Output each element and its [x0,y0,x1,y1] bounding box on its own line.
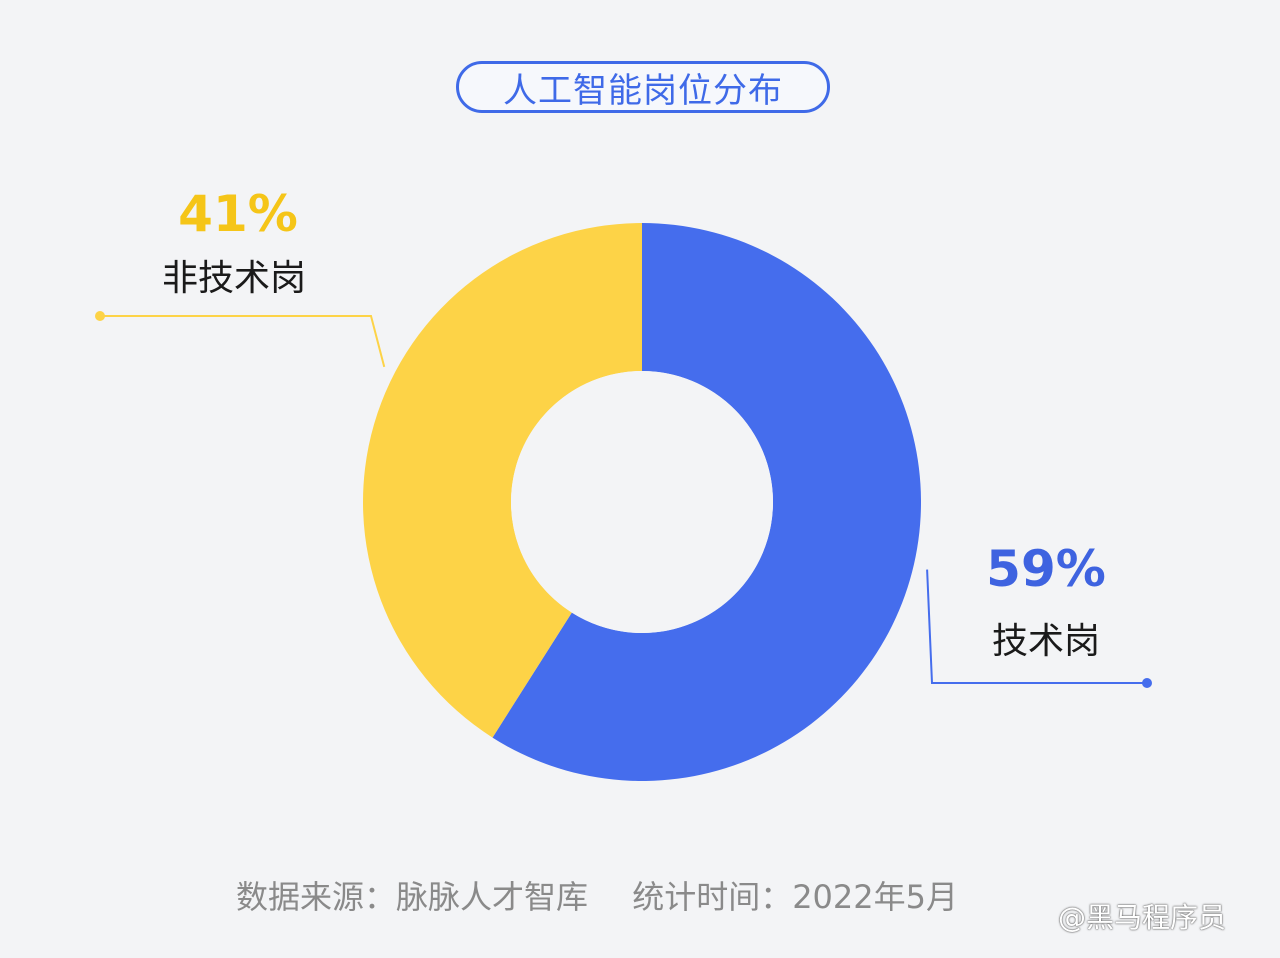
pie-slice-1 [362,223,642,738]
data-label-nontech-name: 非技术岗 [162,258,306,299]
leader-dot-tech [1142,678,1152,688]
stat-time-text: 统计时间：2022年5月 [632,878,958,916]
data-label-tech-percent: 59% [986,540,1106,598]
footer-source-line: 数据来源：脉脉人才智库 统计时间：2022年5月 [236,872,958,918]
leader-line-nontech [100,315,386,368]
data-label-nontech-percent: 41% [178,185,298,243]
chart-title: 人工智能岗位分布 [503,70,783,111]
leader-line-tech [926,569,1147,684]
leader-dot-nontech [95,311,105,321]
donut-hole [511,371,773,633]
pie-slice-0 [492,223,921,781]
data-label-tech-name: 技术岗 [992,621,1100,662]
data-source-text: 数据来源：脉脉人才智库 [236,878,589,916]
watermark: @黑马程序员 [1058,901,1227,934]
chart-title-pill: 人工智能岗位分布 [456,61,830,113]
